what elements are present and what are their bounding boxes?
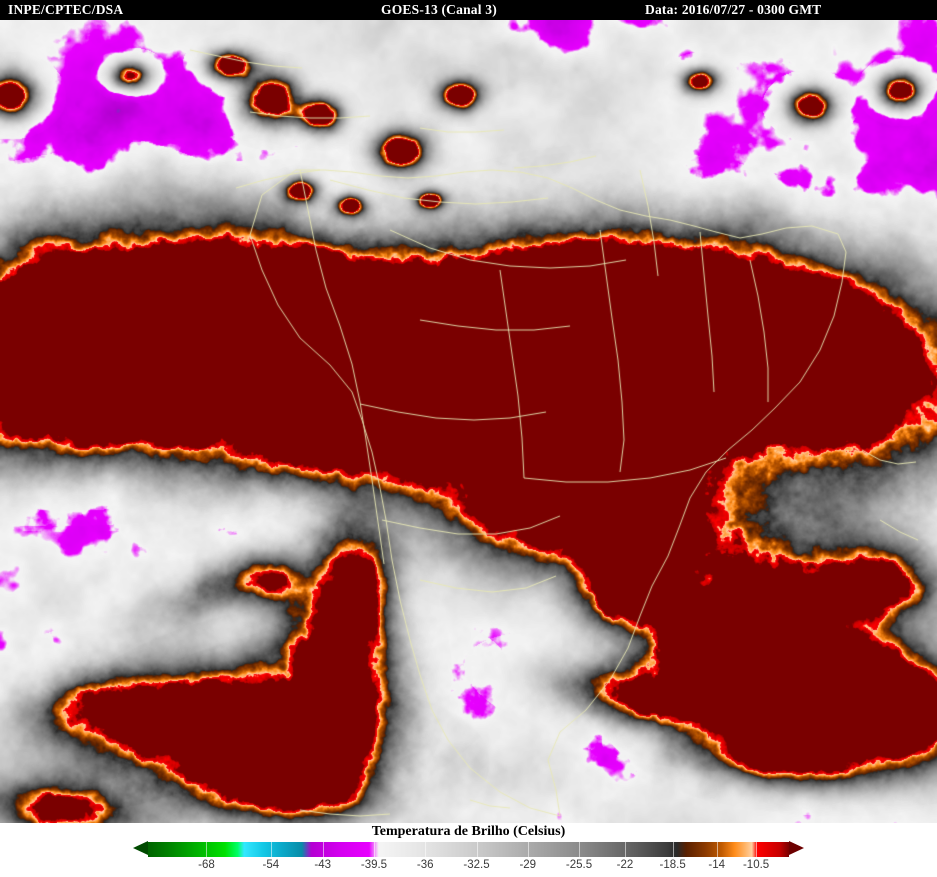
colorbar-tickmark (756, 842, 758, 857)
colorbar-tickmark (476, 842, 478, 857)
header-bar: INPE/CPTEC/DSA GOES-13 (Canal 3) Data: 2… (0, 0, 937, 20)
colorbar-tickmark (579, 842, 581, 857)
colorbar-tick: -39.5 (360, 859, 388, 871)
colorbar-tickmark (373, 842, 375, 857)
agency-label: INPE/CPTEC/DSA (8, 2, 124, 17)
colorbar-tick: -68 (198, 859, 215, 871)
colorbar-min-arrow (133, 841, 148, 855)
colorbar-tick: -25.5 (565, 859, 593, 871)
colorbar-tick-labels: -68 -54 -43 -39.5 -36 -32.5 -29 -25.5 -22 -18.5 -1… (0, 859, 937, 877)
colorbar-tick: -36 (416, 859, 434, 871)
colorbar-tick: -29 (519, 859, 537, 871)
colorbar-tickmark (716, 842, 718, 857)
satellite-image-canvas (0, 20, 937, 823)
colorbar-tick: -18.5 (659, 859, 686, 871)
colorbar-max-arrow (789, 841, 804, 855)
colorbar-row (0, 841, 937, 859)
colorbar-tick: -43 (314, 859, 332, 871)
colorbar-tickmark (672, 842, 674, 857)
colorbar-tickmark (624, 842, 626, 857)
colorbar-tickmark (425, 842, 427, 857)
colorbar-tickmark (322, 842, 324, 857)
colorbar-tick: -54 (262, 859, 280, 871)
colorbar-gradient (148, 842, 789, 857)
colorbar-tick: -14 (708, 859, 726, 871)
colorbar-title: Temperatura de Brilho (Celsius) (371, 824, 566, 839)
colorbar-tick: -32.5 (463, 859, 490, 871)
datetime-label: Data: 2016/07/27 - 0300 GMT (645, 2, 822, 17)
colorbar-tick: -10.5 (742, 859, 770, 871)
colorbar-tickmark (270, 842, 272, 857)
colorbar-tickmark (206, 842, 208, 857)
colorbar-tickmark (527, 842, 529, 857)
colorbar-tick: -22 (616, 859, 634, 871)
colorbar-legend: Temperatura de Brilho (Celsius) -68 -54 -4… (0, 823, 937, 877)
satellite-image-viewport (0, 20, 937, 823)
satellite-label: GOES-13 (Canal 3) (381, 2, 497, 17)
